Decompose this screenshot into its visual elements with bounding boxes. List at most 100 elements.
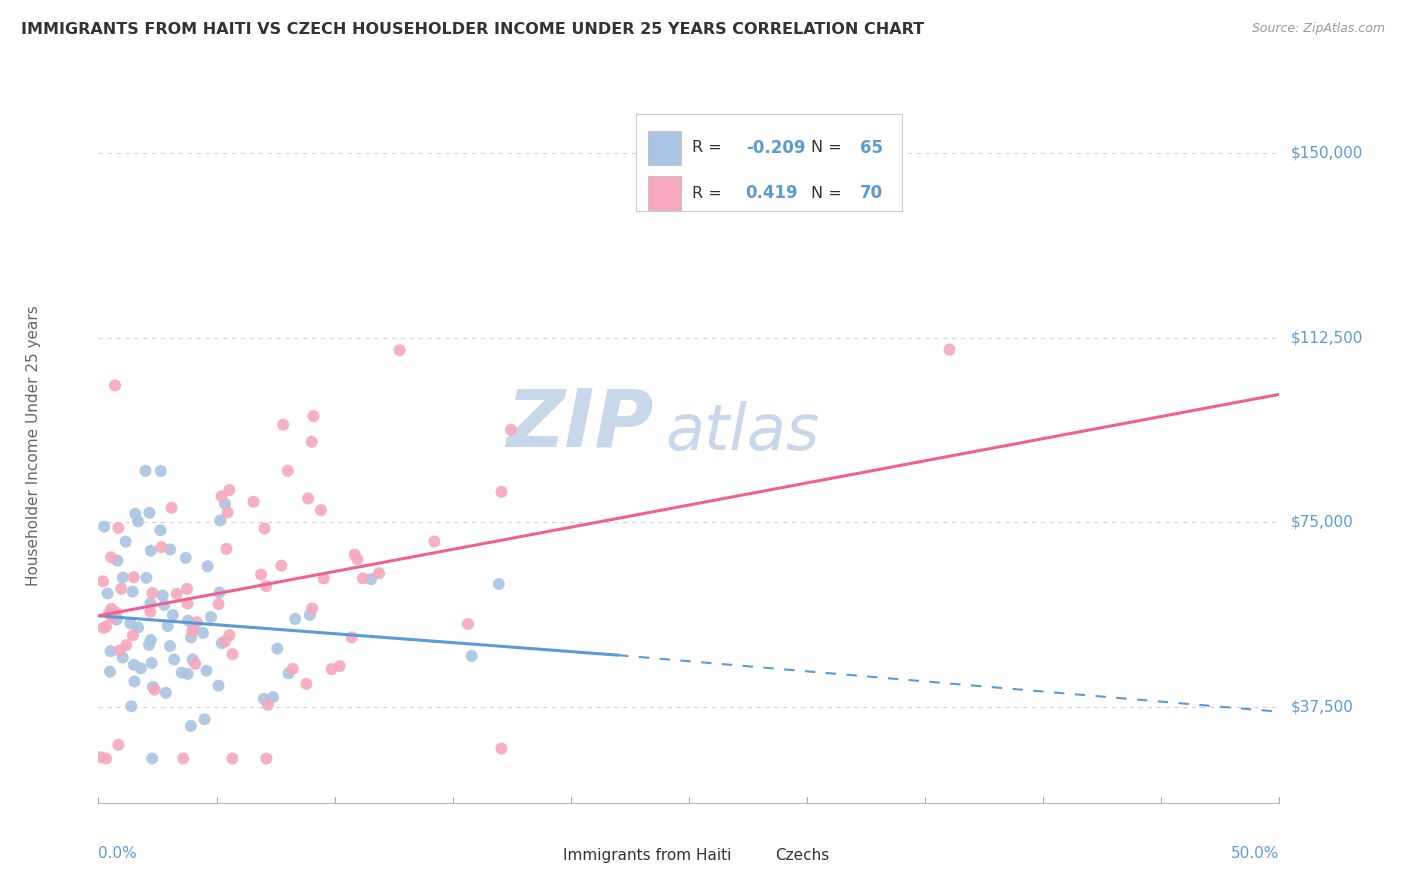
Point (159, 639, 181, 653)
Point (98, 665, 121, 679)
Point (329, 659, 352, 673)
Point (321, 662, 343, 676)
Point (93, 519, 115, 533)
Bar (737, 847, 766, 865)
Text: 70: 70 (860, 184, 883, 202)
Point (343, 548, 366, 562)
Text: Czechs: Czechs (775, 848, 830, 863)
Text: IMMIGRANTS FROM HAITI VS CZECH HOUSEHOLDER INCOME UNDER 25 YEARS CORRELATION CHA: IMMIGRANTS FROM HAITI VS CZECH HOUSEHOLD… (21, 22, 924, 37)
Point (141, 751, 163, 765)
Point (94, 751, 117, 765)
Point (121, 584, 143, 599)
Point (160, 500, 183, 515)
Text: R =: R = (693, 140, 727, 155)
Point (346, 552, 368, 566)
Point (149, 464, 172, 478)
Point (108, 643, 131, 657)
Point (115, 638, 138, 652)
Text: $75,000: $75,000 (1291, 515, 1354, 530)
Point (162, 607, 184, 622)
Point (250, 567, 273, 582)
Point (152, 589, 174, 603)
Point (122, 657, 145, 672)
Point (207, 597, 229, 611)
Point (153, 598, 176, 612)
Point (211, 636, 233, 650)
Text: 0.0%: 0.0% (98, 846, 138, 861)
Point (277, 666, 299, 681)
Point (111, 570, 134, 584)
Point (488, 577, 510, 591)
Point (257, 698, 280, 712)
Point (457, 616, 479, 631)
Point (186, 615, 208, 629)
Point (155, 686, 177, 700)
Point (177, 614, 200, 628)
Point (127, 515, 149, 529)
Point (218, 628, 240, 642)
Point (105, 613, 128, 627)
Text: $112,500: $112,500 (1291, 330, 1362, 345)
Point (105, 606, 128, 620)
Text: $150,000: $150,000 (1291, 145, 1362, 161)
Point (191, 626, 214, 640)
Point (176, 582, 198, 596)
Point (139, 605, 162, 619)
Point (107, 738, 129, 752)
Point (111, 650, 134, 665)
Point (90, 750, 112, 764)
Point (114, 534, 136, 549)
Point (200, 610, 222, 624)
Point (253, 692, 276, 706)
Point (96, 586, 118, 600)
Point (138, 506, 160, 520)
Point (124, 507, 146, 521)
Point (262, 690, 284, 704)
Point (107, 521, 129, 535)
Point (214, 497, 236, 511)
Text: -0.209: -0.209 (745, 139, 806, 157)
Point (176, 667, 198, 681)
Point (208, 585, 231, 599)
Point (159, 542, 181, 557)
Point (298, 607, 321, 622)
Text: 0.419: 0.419 (745, 184, 799, 202)
Point (491, 741, 513, 756)
Point (127, 620, 149, 634)
Text: ZIP: ZIP (506, 385, 654, 464)
Point (295, 677, 318, 691)
Point (197, 559, 219, 574)
Point (270, 558, 292, 573)
Point (93, 621, 115, 635)
Bar (648, 176, 681, 211)
Point (301, 434, 323, 449)
Point (491, 484, 513, 499)
Point (172, 751, 194, 765)
Text: N =: N = (811, 140, 846, 155)
Point (143, 682, 166, 697)
Point (340, 631, 363, 645)
Point (170, 665, 193, 680)
Point (91, 574, 114, 589)
Point (122, 628, 145, 642)
Point (120, 699, 142, 714)
Point (195, 664, 218, 678)
Text: 65: 65 (860, 139, 883, 157)
Bar (523, 847, 553, 865)
Point (499, 423, 522, 437)
Point (134, 464, 156, 478)
Point (163, 652, 186, 666)
Point (368, 566, 391, 581)
Point (180, 719, 202, 733)
Point (180, 631, 202, 645)
Point (297, 491, 319, 506)
Point (122, 570, 145, 584)
Point (211, 489, 233, 503)
Bar (648, 131, 681, 165)
Point (181, 624, 204, 639)
Point (110, 582, 132, 596)
Point (302, 409, 325, 424)
Text: atlas: atlas (665, 401, 820, 463)
Point (312, 571, 335, 585)
Point (215, 541, 238, 556)
